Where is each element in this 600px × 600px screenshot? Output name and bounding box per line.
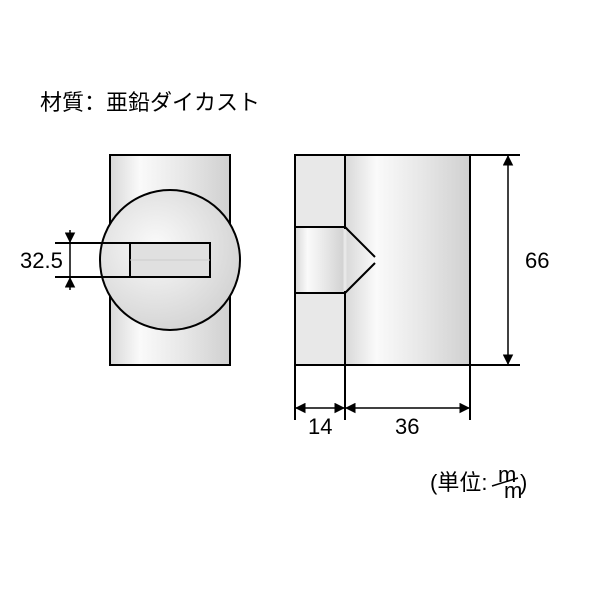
- dim-66: 66: [470, 155, 549, 365]
- dim-66-value: 66: [525, 248, 549, 273]
- unit-close: ): [520, 470, 527, 495]
- unit-label: (単位: m m ): [430, 462, 527, 503]
- dim-bottom: 14 36: [295, 365, 470, 439]
- drawing: 材質：亜鉛ダイカスト 32.5: [0, 0, 600, 600]
- dim-36-value: 36: [395, 414, 419, 439]
- material-label: 材質：亜鉛ダイカスト: [40, 90, 260, 115]
- front-view: [100, 155, 240, 365]
- unit-open: (単位:: [430, 470, 487, 495]
- dim-14-value: 14: [308, 414, 332, 439]
- dim-32-5-value: 32.5: [20, 248, 63, 273]
